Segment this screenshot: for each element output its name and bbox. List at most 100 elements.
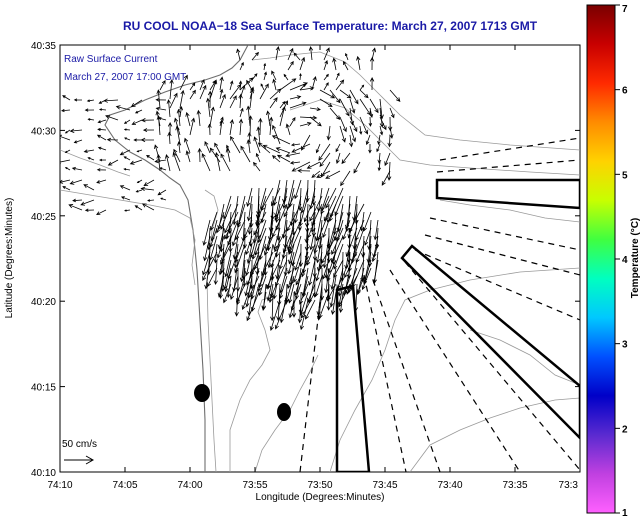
current-vector bbox=[224, 211, 239, 240]
current-vector bbox=[105, 114, 119, 121]
current-vector bbox=[387, 134, 392, 148]
current-vector bbox=[147, 199, 155, 202]
current-vector bbox=[333, 211, 344, 242]
marker-blob bbox=[194, 384, 210, 402]
depth-contour bbox=[329, 267, 580, 472]
current-vector bbox=[317, 211, 330, 241]
overlay-time-label: March 27, 2007 17:00 GMT bbox=[64, 72, 186, 83]
current-vector bbox=[308, 46, 314, 61]
current-vector bbox=[199, 84, 207, 100]
current-vector bbox=[279, 106, 286, 127]
current-vector bbox=[329, 89, 341, 104]
current-vector bbox=[369, 107, 374, 119]
current-vector bbox=[320, 195, 330, 215]
current-vector bbox=[189, 89, 196, 100]
current-vector bbox=[179, 89, 185, 109]
marker-blob bbox=[277, 403, 291, 421]
current-vector bbox=[286, 267, 295, 290]
current-vector bbox=[264, 235, 274, 256]
current-vector bbox=[325, 170, 341, 179]
current-vector bbox=[322, 259, 330, 280]
scale-label: 50 cm/s bbox=[62, 439, 97, 450]
current-vector bbox=[270, 291, 275, 322]
current-vector bbox=[359, 125, 363, 135]
current-vector bbox=[86, 99, 95, 103]
current-vector bbox=[214, 142, 221, 154]
current-vector bbox=[291, 143, 311, 153]
current-vector bbox=[64, 129, 71, 134]
current-vector bbox=[253, 243, 267, 271]
current-vector bbox=[119, 149, 131, 156]
plot-frame bbox=[59, 44, 581, 473]
current-vector bbox=[341, 152, 351, 165]
colorbar bbox=[586, 4, 616, 514]
current-vector bbox=[60, 159, 71, 165]
current-vector bbox=[319, 98, 333, 107]
current-vector bbox=[352, 227, 365, 259]
colorbar-tick-label: 2 bbox=[622, 424, 628, 435]
current-vector bbox=[204, 141, 211, 154]
current-vector bbox=[379, 125, 384, 136]
x-tick-label: 73:55 bbox=[242, 480, 267, 491]
current-vector bbox=[323, 73, 329, 81]
current-vector bbox=[389, 125, 394, 139]
current-vector bbox=[103, 98, 119, 103]
current-vector bbox=[349, 89, 359, 105]
current-vector bbox=[287, 251, 295, 275]
current-vector bbox=[62, 95, 71, 101]
current-vector bbox=[271, 124, 281, 145]
current-vector bbox=[348, 275, 358, 293]
current-vector bbox=[156, 153, 161, 172]
current-vector bbox=[349, 98, 356, 114]
current-vector bbox=[238, 80, 243, 91]
current-vector bbox=[326, 125, 331, 141]
current-vector bbox=[301, 291, 316, 319]
current-vector bbox=[241, 283, 253, 311]
current-vector bbox=[84, 108, 95, 112]
current-vector bbox=[305, 299, 316, 320]
overlay-current-label: Raw Surface Current bbox=[64, 54, 158, 65]
current-vector bbox=[352, 219, 358, 250]
depth-contour bbox=[469, 329, 580, 386]
current-vector bbox=[134, 109, 143, 114]
current-vector bbox=[264, 227, 274, 252]
current-vector bbox=[60, 134, 71, 141]
current-vector bbox=[167, 131, 172, 145]
current-vector bbox=[236, 48, 241, 61]
current-vector bbox=[283, 73, 289, 81]
current-vector bbox=[209, 227, 218, 248]
current-vector bbox=[140, 118, 155, 123]
current-vector bbox=[73, 98, 83, 102]
current-vector bbox=[342, 219, 351, 241]
current-vector bbox=[165, 154, 171, 172]
current-vector bbox=[253, 161, 261, 172]
current-vector bbox=[84, 208, 95, 212]
current-vector bbox=[274, 227, 288, 253]
current-vector bbox=[134, 205, 143, 211]
current-vector bbox=[266, 110, 271, 127]
current-vector bbox=[349, 125, 357, 143]
current-vector bbox=[203, 235, 211, 262]
current-vector bbox=[266, 275, 274, 302]
current-vector bbox=[319, 152, 331, 168]
current-vector bbox=[124, 209, 131, 212]
x-tick-label: 74:05 bbox=[112, 480, 137, 491]
current-vector bbox=[238, 93, 243, 109]
current-vector bbox=[169, 92, 178, 109]
current-vector bbox=[254, 227, 267, 256]
current-vector bbox=[373, 219, 379, 241]
x-tick-label: 73:50 bbox=[307, 480, 332, 491]
current-vector bbox=[196, 109, 201, 127]
current-vector bbox=[146, 154, 155, 161]
colorbar-tick-label: 5 bbox=[622, 170, 628, 181]
current-vector bbox=[359, 84, 365, 91]
current-vector bbox=[243, 219, 253, 240]
current-vector bbox=[216, 235, 225, 259]
current-vector bbox=[224, 203, 239, 234]
current-vector bbox=[173, 148, 181, 163]
current-vector bbox=[325, 187, 337, 209]
current-vectors bbox=[60, 46, 401, 331]
current-vector bbox=[256, 126, 261, 145]
dashed-rays bbox=[299, 137, 580, 472]
current-vector bbox=[155, 97, 167, 102]
